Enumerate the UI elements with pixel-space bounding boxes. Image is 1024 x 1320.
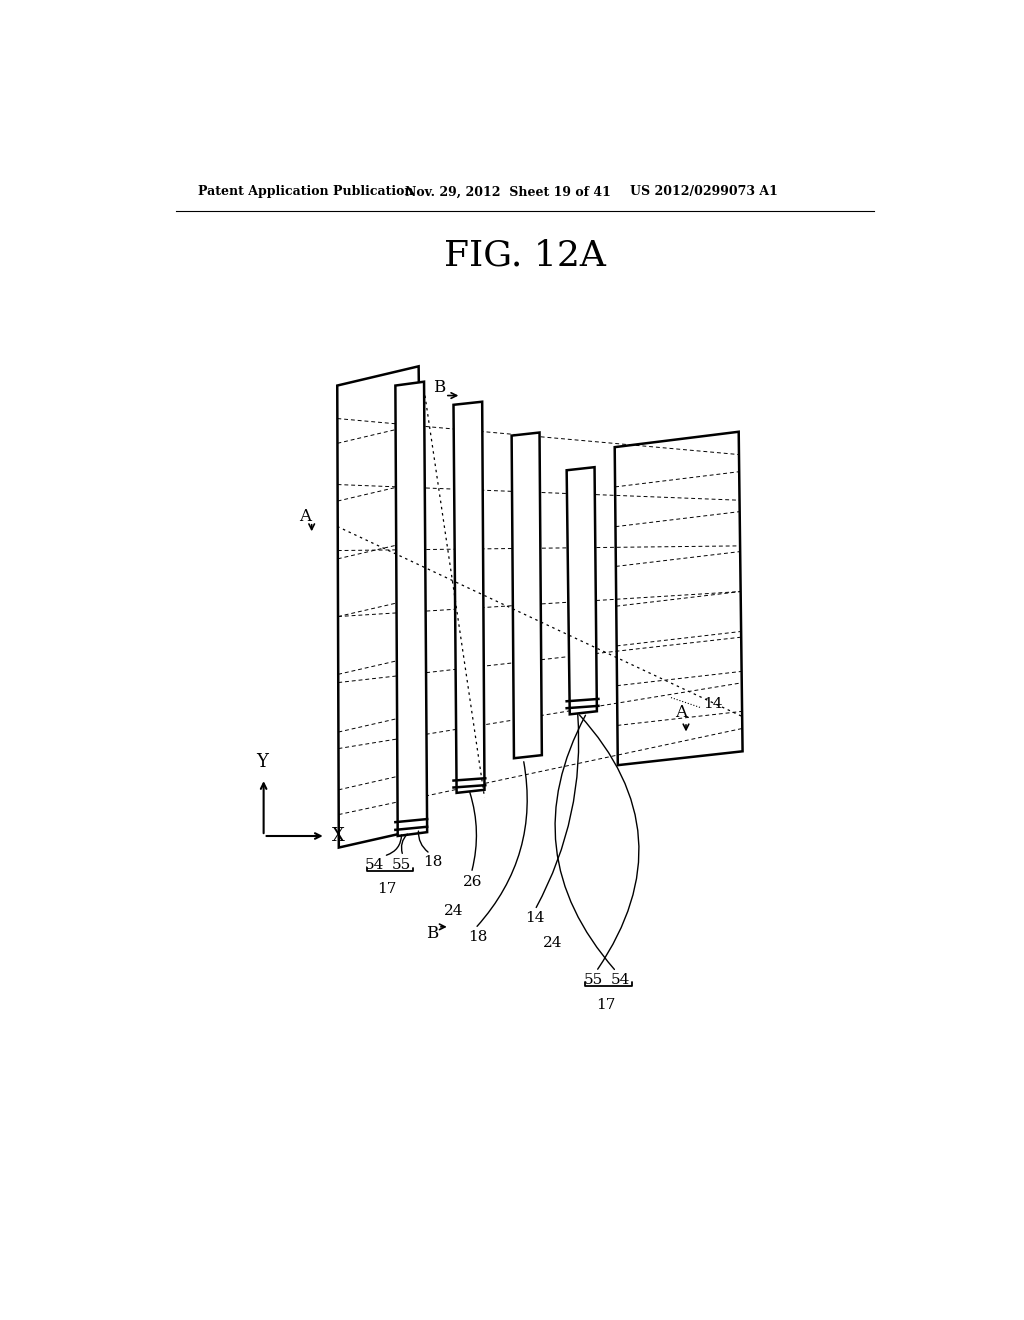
Polygon shape [566,467,597,714]
Text: 18: 18 [423,855,442,870]
Polygon shape [454,401,484,793]
Text: A: A [676,705,687,721]
Text: FIG. 12A: FIG. 12A [443,239,606,272]
Text: Y: Y [256,752,268,771]
Text: 55: 55 [584,973,603,987]
Text: 54: 54 [365,858,384,871]
Text: 24: 24 [443,904,463,917]
Text: 55: 55 [392,858,412,871]
Text: 54: 54 [610,973,630,987]
Text: 17: 17 [597,998,615,1011]
Polygon shape [395,381,427,836]
Text: 17: 17 [377,882,396,896]
Text: 18: 18 [469,929,488,944]
Text: 14: 14 [703,697,723,710]
Polygon shape [337,367,424,847]
Text: A: A [299,508,310,525]
Text: B: B [426,924,438,941]
Text: 14: 14 [525,911,545,925]
Text: Patent Application Publication: Patent Application Publication [198,185,414,198]
Text: 26: 26 [463,875,482,888]
Text: Nov. 29, 2012  Sheet 19 of 41: Nov. 29, 2012 Sheet 19 of 41 [406,185,611,198]
Text: B: B [433,379,445,396]
Text: 24: 24 [543,936,562,950]
Polygon shape [614,432,742,766]
Text: X: X [332,828,345,845]
Polygon shape [512,433,542,758]
Text: US 2012/0299073 A1: US 2012/0299073 A1 [630,185,778,198]
